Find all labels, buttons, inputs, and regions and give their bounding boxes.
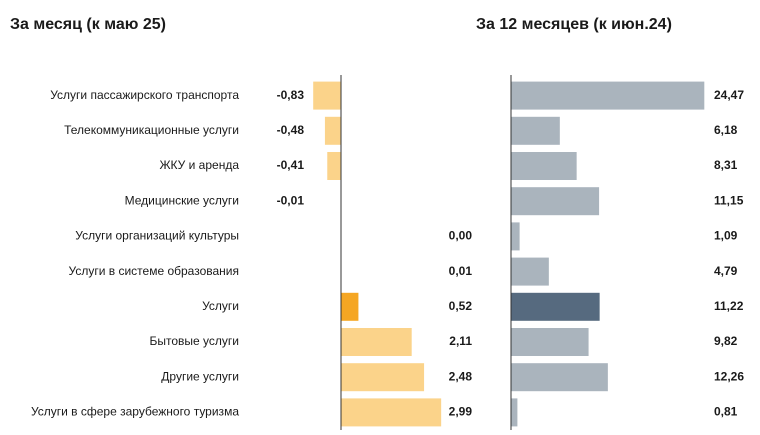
bar-monthly (313, 81, 341, 110)
value-label-annual: 12,26 (714, 369, 744, 383)
value-label-monthly: 0,52 (449, 299, 473, 313)
bar-monthly (341, 328, 412, 356)
value-label-monthly: -0,01 (277, 193, 305, 207)
value-label-monthly: -0,83 (277, 88, 305, 102)
bar-annual (511, 116, 560, 145)
bar-annual (511, 222, 520, 251)
category-label: Медицинские услуги (125, 193, 239, 207)
value-label-annual: 4,79 (714, 264, 738, 278)
bar-monthly (341, 363, 425, 392)
bar-annual (511, 292, 600, 321)
value-label-annual: 9,82 (714, 334, 738, 348)
value-label-annual: 11,15 (714, 193, 744, 207)
value-label-monthly: -0,41 (277, 158, 305, 172)
value-label-annual: 6,18 (714, 123, 738, 137)
bar-monthly (341, 398, 442, 427)
bar-annual (511, 152, 577, 180)
bar-annual (511, 328, 589, 356)
bar-annual (511, 363, 608, 392)
value-label-annual: 0,81 (714, 405, 738, 419)
value-label-annual: 8,31 (714, 158, 738, 172)
value-label-monthly: 2,48 (449, 369, 473, 383)
bar-annual (511, 398, 518, 427)
chart-title-annual: За 12 месяцев (к июн.24) (476, 16, 672, 33)
category-label: Услуги (202, 299, 239, 313)
category-label: Услуги организаций культуры (75, 229, 239, 243)
value-label-monthly: 2,99 (449, 405, 473, 419)
value-label-annual: 24,47 (714, 88, 744, 102)
category-label: Услуги пассажирского транспорта (50, 88, 239, 102)
chart-title-monthly: За месяц (к маю 25) (10, 16, 166, 33)
bar-monthly (324, 116, 341, 145)
bar-annual (511, 81, 705, 110)
category-label: Бытовые услуги (150, 334, 240, 348)
value-label-monthly: -0,48 (277, 123, 305, 137)
value-label-monthly: 0,00 (449, 229, 473, 243)
value-label-monthly: 2,11 (449, 334, 472, 348)
value-label-annual: 1,09 (714, 229, 738, 243)
bar-annual (511, 187, 600, 216)
bar-monthly (327, 152, 341, 180)
bar-monthly (341, 292, 359, 321)
category-label: ЖКУ и аренда (159, 158, 239, 172)
value-label-annual: 11,22 (714, 299, 744, 313)
category-label: Услуги в системе образования (69, 264, 239, 278)
bar-annual (511, 257, 549, 286)
category-label: Другие услуги (161, 369, 239, 383)
value-label-monthly: 0,01 (449, 264, 473, 278)
category-label: Услуги в сфере зарубежного туризма (31, 405, 239, 419)
category-label: Телекоммуникационные услуги (64, 123, 239, 137)
